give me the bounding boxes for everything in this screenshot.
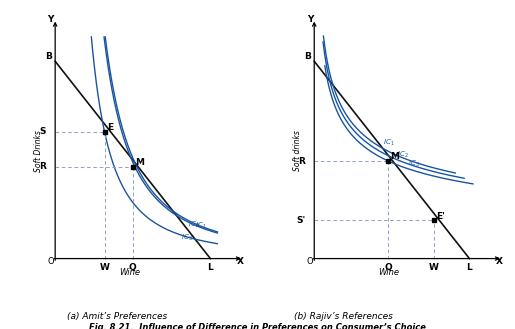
Text: X: X — [237, 257, 244, 266]
Text: (b) Rajiv’s References: (b) Rajiv’s References — [294, 312, 392, 321]
Text: M: M — [390, 152, 400, 161]
Text: M: M — [135, 158, 144, 167]
Text: W: W — [429, 263, 439, 272]
Text: S: S — [40, 127, 46, 137]
Text: B: B — [304, 52, 311, 61]
Text: IC$_2$: IC$_2$ — [188, 219, 200, 230]
Text: E': E' — [436, 212, 445, 221]
Text: S': S' — [296, 216, 305, 225]
Text: IC$_1$: IC$_1$ — [195, 221, 207, 231]
Text: W: W — [99, 263, 110, 272]
Text: Q: Q — [384, 263, 392, 272]
Text: X: X — [496, 257, 503, 266]
Text: Y: Y — [306, 15, 313, 24]
Text: R: R — [299, 157, 305, 165]
Text: R: R — [40, 162, 46, 171]
Text: Wine: Wine — [119, 268, 140, 277]
Text: O: O — [306, 257, 313, 266]
Text: Soft drinks: Soft drinks — [293, 131, 302, 171]
Text: Y: Y — [47, 15, 54, 24]
Text: Q: Q — [129, 263, 136, 272]
Text: IC$_1$: IC$_1$ — [383, 138, 394, 148]
Text: Soft Drinks: Soft Drinks — [34, 130, 43, 172]
Text: B: B — [45, 52, 52, 61]
Text: O: O — [47, 257, 54, 266]
Text: Fig. 8.21.  Influence of Difference in Preferences on Consumer’s Choice: Fig. 8.21. Influence of Difference in Pr… — [89, 323, 426, 329]
Text: Wine: Wine — [378, 268, 399, 277]
Text: IC$_3$: IC$_3$ — [181, 233, 193, 243]
Text: (a) Amit’s Preferences: (a) Amit’s Preferences — [67, 312, 167, 321]
Text: E: E — [107, 123, 113, 132]
Text: IC$_2$: IC$_2$ — [397, 150, 409, 160]
Text: IC$_3$: IC$_3$ — [408, 159, 419, 169]
Text: L: L — [208, 263, 213, 272]
Text: L: L — [467, 263, 472, 272]
